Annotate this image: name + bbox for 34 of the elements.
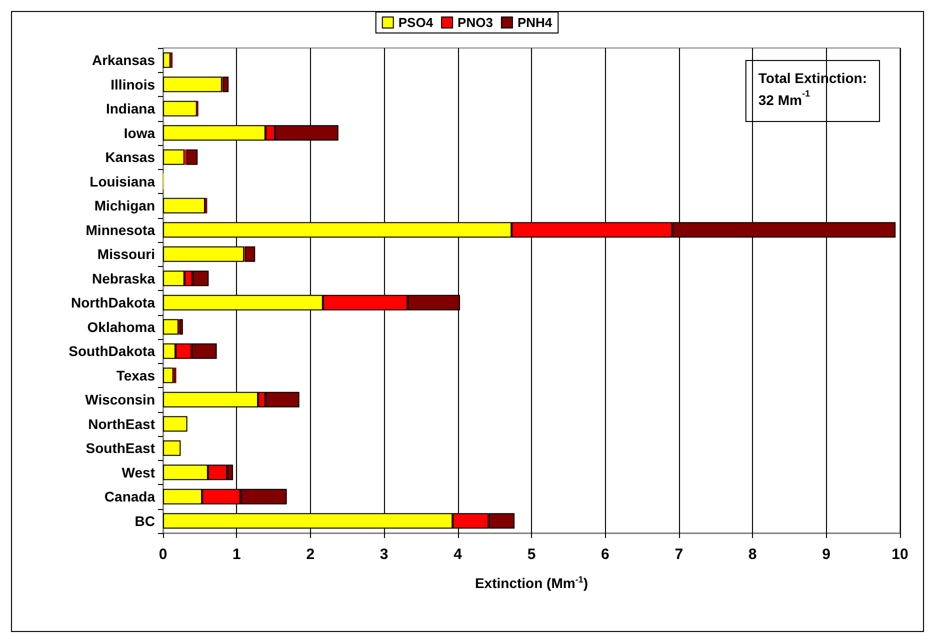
y-tick-label: BC [134, 512, 155, 529]
y-tick-label: SouthDakota [68, 343, 156, 360]
y-tick-label: Arkansas [92, 52, 156, 68]
y-tick-label: Nebraska [92, 270, 156, 286]
legend-label: PNO3 [458, 15, 493, 30]
y-tick-label: Texas [116, 367, 156, 384]
y-tick-label: Indiana [106, 100, 156, 117]
y-tick-label: Kansas [105, 149, 156, 166]
y-tick-label: Wisconsin [85, 392, 155, 408]
legend-label: PNH4 [517, 15, 553, 30]
x-tick-label: 8 [748, 546, 757, 563]
y-tick-label: Minnesota [86, 222, 156, 238]
y-tick-label: West [122, 464, 156, 480]
x-tick-label: 5 [527, 546, 536, 563]
y-tick-label: Oklahoma [87, 318, 156, 335]
y-tick-label: NorthDakota [70, 294, 156, 311]
y-tick-label: NorthEast [88, 416, 156, 432]
x-tick-label: 4 [454, 546, 463, 563]
x-tick-label: 1 [232, 546, 241, 563]
y-tick-label: Iowa [124, 124, 156, 141]
legend-label: PSO4 [398, 15, 434, 30]
y-tick-label: Michigan [94, 198, 155, 214]
x-tick-label: 6 [601, 546, 610, 563]
x-tick-label: 9 [822, 546, 830, 563]
x-tick-label: 7 [674, 546, 684, 563]
y-tick-label: SouthEast [86, 440, 156, 456]
x-tick-label: 10 [892, 546, 908, 563]
y-tick-label: Canada [104, 488, 156, 505]
x-tick-label: 0 [158, 546, 168, 563]
y-tick-label: Louisiana [90, 173, 156, 190]
x-tick-label: 3 [380, 546, 388, 563]
y-tick-label: Illinois [110, 76, 156, 92]
x-tick-label: 2 [306, 546, 315, 563]
y-tick-label: Missouri [97, 246, 155, 262]
